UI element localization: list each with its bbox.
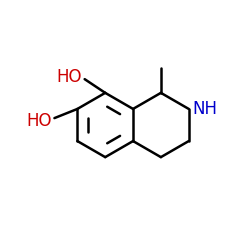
Text: NH: NH xyxy=(192,100,218,118)
Text: HO: HO xyxy=(57,68,82,86)
Text: HO: HO xyxy=(26,112,52,130)
